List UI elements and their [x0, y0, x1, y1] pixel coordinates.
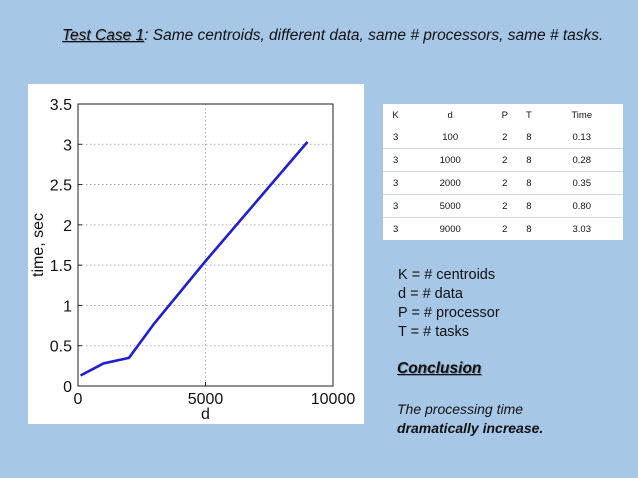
- x-tick-label: 0: [74, 391, 83, 408]
- y-tick-label: 2.5: [50, 178, 72, 195]
- table-header-0: K: [392, 109, 399, 121]
- y-tick-label: 3: [63, 137, 72, 154]
- series-line: [79, 141, 309, 377]
- conclusion-line-1: The processing time: [397, 401, 524, 417]
- definition-t: T = # tasks: [398, 324, 470, 340]
- table-header-3: T: [526, 109, 532, 121]
- table-cell: 2000: [408, 171, 493, 195]
- line-chart: 0 5000 10000 0 0.5 1 1.5 2 2.5 3 3.5 d time, sec: [30, 97, 356, 423]
- y-tick-label: 2: [63, 218, 72, 235]
- table-row: 3 2000 2 8 0.35: [383, 171, 623, 195]
- table-cell: 8: [517, 148, 541, 172]
- table-cell: 2: [492, 171, 518, 195]
- table-cell: 5000: [408, 194, 493, 218]
- x-tick-label: 5000: [188, 391, 224, 408]
- table-cell: 3: [383, 148, 409, 172]
- x-axis-label: d: [201, 406, 210, 423]
- table-cell: 3: [383, 217, 409, 240]
- conclusion-text: The processing time dramatically increas…: [397, 400, 543, 438]
- table-cell: 3: [383, 194, 409, 218]
- y-tick-label: 0: [63, 379, 72, 396]
- table-row: 3 5000 2 8 0.80: [383, 194, 623, 218]
- table-cell: 3: [383, 171, 409, 195]
- definition-k: K = # centroids: [398, 267, 496, 283]
- y-tick-label: 0.5: [50, 339, 72, 356]
- y-tick-label: 1: [63, 298, 72, 315]
- table-cell: 2: [492, 217, 518, 240]
- table-cell: 8: [517, 217, 541, 240]
- y-tick-label: 1.5: [50, 258, 72, 275]
- slide-heading: Test Case 1: Same centroids, different d…: [62, 26, 622, 46]
- table-cell: 8: [526, 131, 532, 143]
- table-cell: 0.13: [572, 131, 591, 143]
- table-cell: 0.80: [540, 194, 623, 218]
- conclusion-title: Conclusion: [397, 360, 482, 377]
- table-row: 3 100 2 8 0.13: [383, 126, 623, 149]
- y-tick-label: 3.5: [50, 97, 72, 114]
- table-header-4: Time: [571, 109, 593, 121]
- definitions-list: K = # centroids d = # data P = # process…: [398, 266, 500, 342]
- heading-text: : Same centroids, different data, same #…: [144, 27, 604, 44]
- definition-d: d = # data: [398, 286, 463, 302]
- conclusion-line-2: dramatically increase.: [397, 420, 544, 436]
- table-row: 3 9000 2 8 3.03: [383, 217, 623, 240]
- definition-p: P = # processor: [398, 305, 500, 321]
- table-cell: 9000: [408, 217, 493, 240]
- table-cell: 8: [517, 171, 541, 195]
- y-axis-label: time, sec: [30, 213, 47, 277]
- table-cell: 0.35: [540, 171, 623, 195]
- table-header-2: P: [501, 109, 508, 121]
- table-cell: 3.03: [540, 217, 623, 240]
- table-cell: 2: [502, 131, 508, 143]
- table-cell: 1000: [408, 148, 493, 172]
- x-tick-label: 10000: [311, 391, 356, 408]
- table-cell: 2: [492, 194, 518, 218]
- table-cell: 8: [517, 194, 541, 218]
- table-cell: 100: [442, 131, 459, 143]
- table-header-1: d: [447, 109, 453, 121]
- table-cell: 2: [492, 148, 518, 172]
- table-cell: 0.28: [540, 148, 623, 172]
- table-row: 3 1000 2 8 0.28: [383, 148, 623, 172]
- test-case-label: Test Case 1: [62, 27, 145, 44]
- table-cell: 3: [392, 131, 399, 143]
- chart-panel: 0 5000 10000 0 0.5 1 1.5 2 2.5 3 3.5 d time, sec: [28, 84, 364, 424]
